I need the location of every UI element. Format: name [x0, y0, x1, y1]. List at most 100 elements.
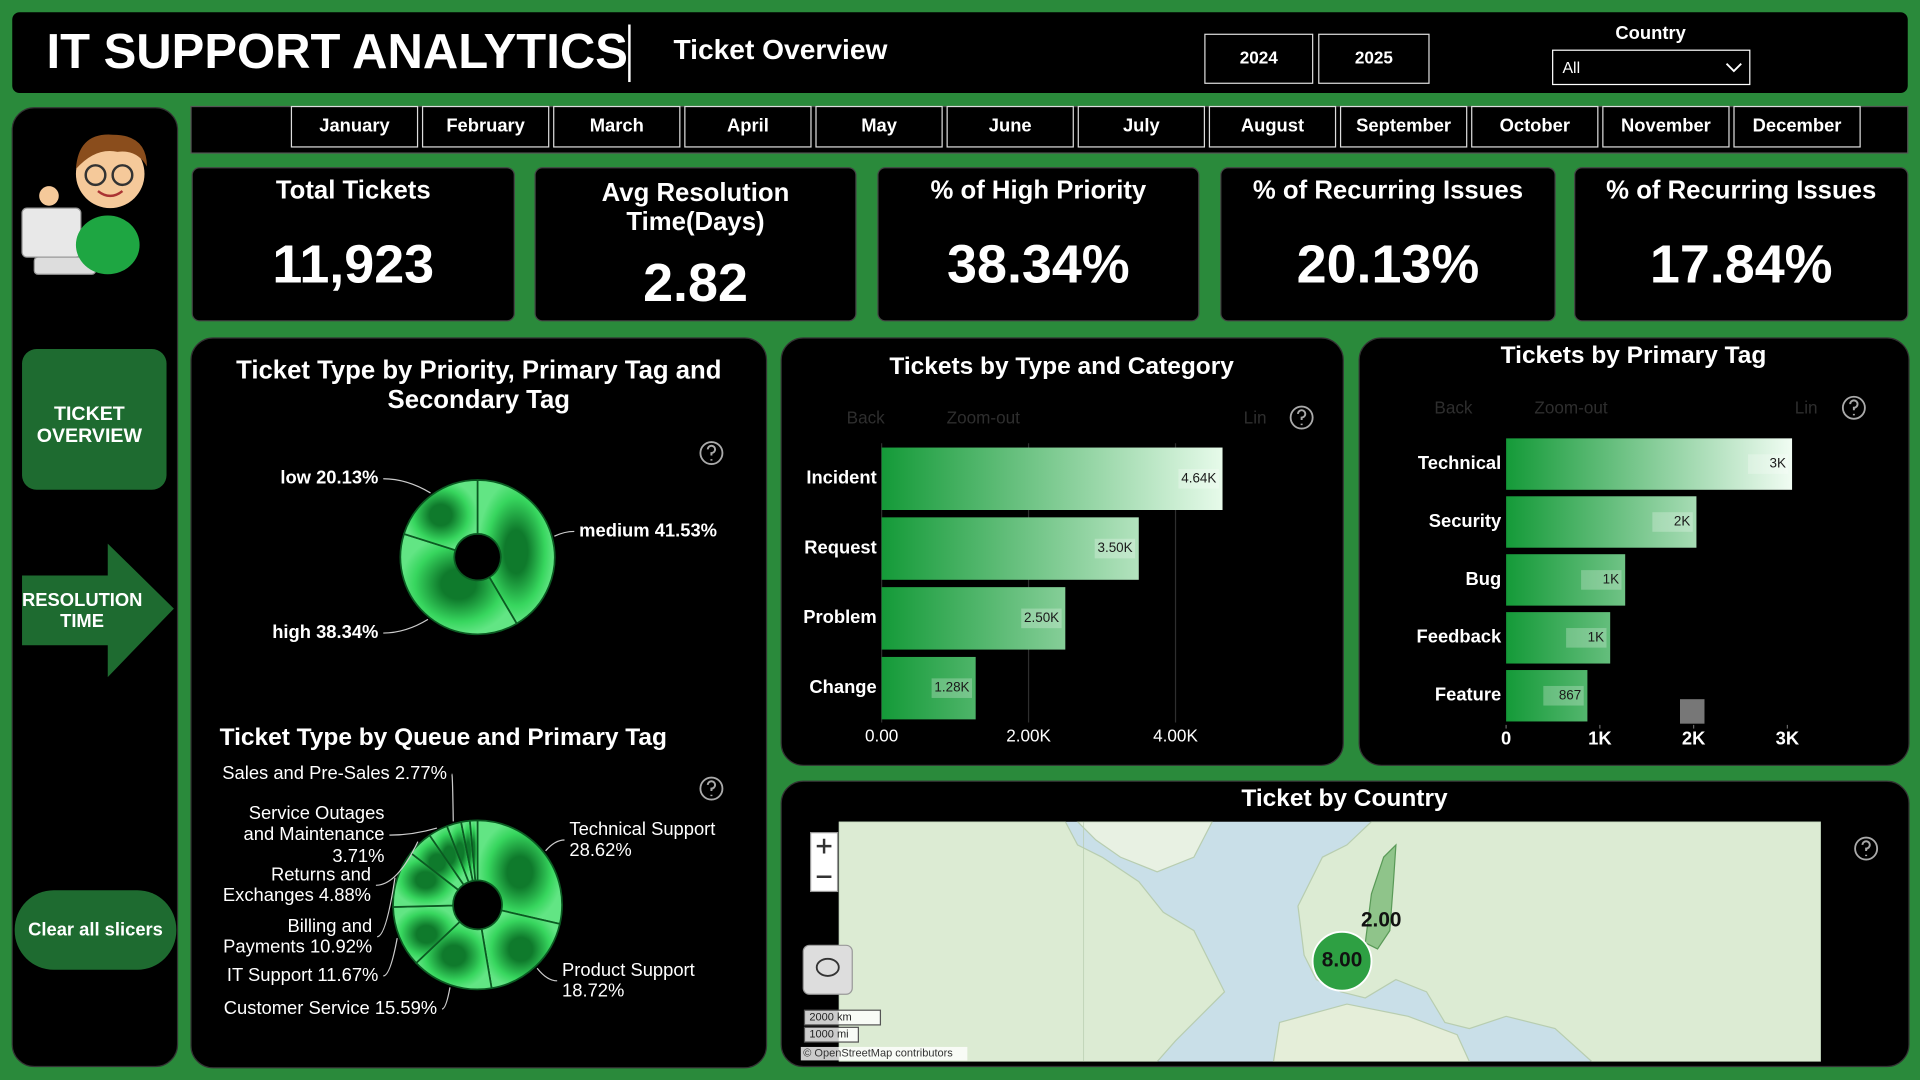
toolbar-label[interactable]: Zoom-out [947, 407, 1021, 427]
toolbar-label[interactable]: Zoom-out [1534, 398, 1608, 418]
help-icon[interactable] [1289, 405, 1314, 430]
month-button[interactable] [815, 105, 943, 148]
slice-label-part: Returns and Exchanges [222, 864, 372, 907]
country-dropdown[interactable] [1552, 49, 1751, 86]
nav-label-wrap[interactable]: Clear all slicers [17, 912, 174, 949]
help-icon[interactable] [1854, 836, 1879, 861]
x-tick-label: 0 [1501, 727, 1511, 748]
dropdown-chevron[interactable] [1725, 63, 1742, 73]
slice-label: low 20.13% [219, 468, 378, 489]
lasso-icon[interactable] [815, 957, 840, 977]
nav-label-wrap[interactable]: RESOLUTION TIME [22, 583, 142, 639]
month-label[interactable]: December [1753, 115, 1842, 136]
slice-label-box: low 20.13% [219, 468, 378, 489]
nav-label[interactable]: Clear all slicers [17, 920, 174, 941]
month-label[interactable]: October [1500, 115, 1570, 136]
toolbar-label[interactable]: Lin [1244, 407, 1267, 427]
nav-label-part[interactable]: Clear all slicers [28, 920, 163, 941]
month-button[interactable] [1733, 105, 1861, 148]
nav-label-box[interactable]: TICKET OVERVIEW [28, 392, 150, 461]
help-icon[interactable] [1841, 395, 1866, 420]
nav-label-wrap[interactable]: TICKET OVERVIEW [28, 392, 150, 461]
month-label[interactable]: March [590, 115, 644, 136]
month-button[interactable] [290, 105, 419, 148]
slice-label: Billing and Payments 10.92% [219, 916, 372, 958]
help-icon-glyph[interactable] [1296, 409, 1307, 426]
country-value[interactable]: All [1562, 60, 1580, 77]
scroll-handle[interactable] [1680, 699, 1705, 724]
month-button[interactable] [1471, 105, 1599, 148]
help-icon-glyph[interactable] [706, 780, 717, 797]
kpi-label-wrap: % of Recurring Issues [1599, 171, 1883, 210]
month-label[interactable]: May [861, 115, 898, 136]
slice-label-wrap: IT Support 11.67% [182, 964, 378, 988]
month-button[interactable] [946, 105, 1074, 148]
month-button[interactable] [421, 105, 550, 148]
slice-label-part: 18.72% [562, 980, 625, 1002]
resolution-time-button[interactable] [22, 543, 174, 678]
leader-line [554, 530, 575, 537]
donut-slice [480, 909, 561, 990]
month-button[interactable] [553, 105, 681, 148]
nav-label-box[interactable]: Clear all slicers [17, 912, 174, 949]
toolbar-label[interactable]: Back [1434, 398, 1473, 418]
nav-label-part[interactable]: RESOLUTION TIME [22, 589, 143, 632]
nav-label-part[interactable]: TICKET OVERVIEW [36, 403, 143, 447]
help-icon-glyph[interactable] [706, 444, 717, 461]
year-button[interactable] [1318, 33, 1430, 84]
value-label-bg [1094, 538, 1136, 559]
month-label[interactable]: July [1123, 115, 1161, 136]
kpi-label-part: % of High Priority [930, 176, 1147, 205]
nav-label[interactable]: TICKET OVERVIEW [28, 404, 150, 449]
slice-label-part: 2.77% [394, 763, 447, 785]
toolbar-label[interactable]: Back [847, 407, 886, 427]
category-label: Technical [1418, 452, 1501, 473]
slice-label-part: 41.53% [654, 520, 718, 542]
header-bar [12, 12, 1908, 94]
x-tick-label: 1K [1588, 727, 1612, 748]
donut-slice [476, 819, 563, 925]
clear-slicers-button[interactable] [14, 890, 177, 970]
month-label[interactable]: June [989, 115, 1032, 136]
map-scale-label: 2000 km [809, 1011, 851, 1023]
chart-title-part: Ticket Type by Priority, Primary Tag and… [236, 356, 722, 414]
nav-label-box[interactable]: RESOLUTION TIME [22, 583, 142, 639]
nav-label[interactable]: RESOLUTION TIME [22, 590, 142, 632]
month-button[interactable] [1602, 105, 1730, 148]
kpi-label: % of High Priority [902, 176, 1174, 206]
kpi-label-wrap: % of Recurring Issues [1245, 171, 1530, 210]
slice-label-wrap: high 38.34% [219, 620, 378, 647]
month-label[interactable]: April [727, 115, 769, 136]
zoom-icons[interactable] [816, 838, 832, 878]
month-label[interactable]: February [446, 115, 525, 136]
month-button[interactable] [1077, 105, 1206, 148]
help-icon[interactable] [699, 441, 724, 465]
slice-label-part: medium [579, 520, 650, 542]
lasso-button[interactable] [802, 944, 853, 995]
kpi-label: Total Tickets [217, 176, 490, 206]
category-label: Feedback [1417, 626, 1502, 647]
ticket-overview-button[interactable] [22, 348, 167, 490]
month-label[interactable]: September [1356, 115, 1451, 136]
month-button[interactable] [1208, 105, 1337, 148]
year-button[interactable] [1204, 33, 1314, 84]
value-label-bg [931, 678, 972, 698]
month-label[interactable]: November [1621, 115, 1711, 136]
month-button[interactable] [1339, 105, 1468, 148]
month-button[interactable] [684, 105, 812, 148]
year-label[interactable]: 2025 [1355, 47, 1394, 67]
category-label: Incident [806, 467, 876, 488]
month-label[interactable]: January [319, 115, 390, 136]
month-label[interactable]: August [1241, 115, 1304, 136]
toolbar-label[interactable]: Lin [1795, 398, 1818, 418]
kpi-label-wrap: % of High Priority [902, 171, 1174, 210]
help-icon-glyph[interactable] [1849, 399, 1859, 416]
map-bubble-label: 8.00 [1322, 949, 1362, 972]
slice-label-part: Billing and Payments [223, 915, 373, 958]
kpi-label-box: % of High Priority [902, 171, 1174, 210]
year-label[interactable]: 2024 [1240, 47, 1279, 67]
slice-label-wrap: medium 41.53% [579, 518, 750, 545]
help-icon[interactable] [699, 776, 724, 801]
help-icon-glyph[interactable] [1861, 840, 1871, 857]
